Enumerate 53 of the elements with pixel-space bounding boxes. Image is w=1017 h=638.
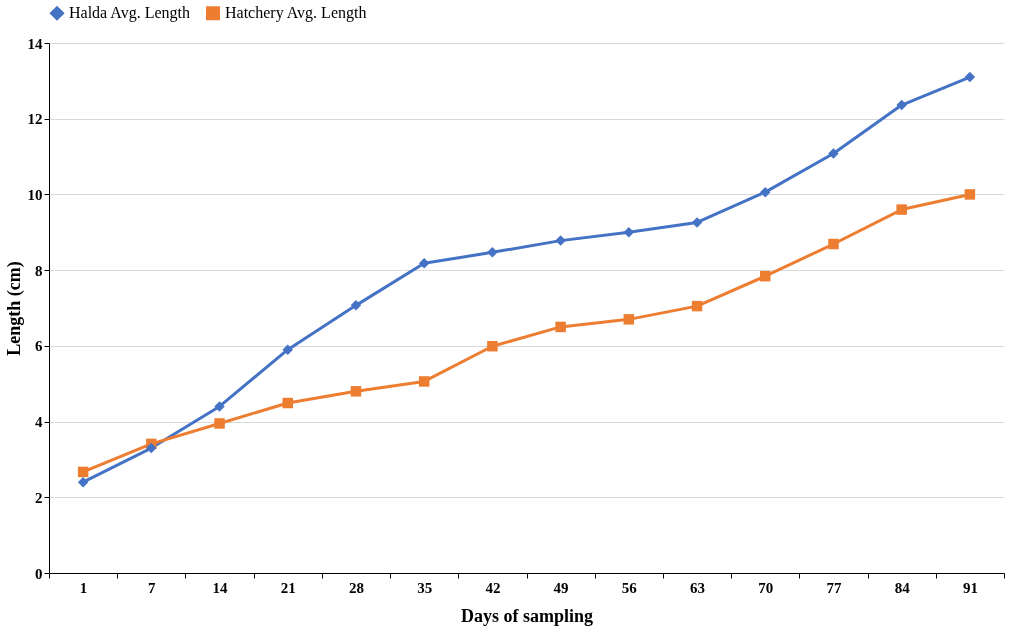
y-tick-label: 8 (35, 262, 43, 279)
point (760, 270, 771, 282)
point (350, 386, 362, 397)
x-tick-label: 49 (553, 579, 569, 596)
x-tick-label: 21 (280, 579, 296, 596)
x-tick-label: 77 (826, 579, 842, 596)
x-tick-label: 70 (758, 579, 774, 596)
point (77, 476, 89, 488)
y-tick-label: 2 (35, 489, 43, 506)
point (214, 418, 225, 429)
x-tick-label: 28 (348, 579, 364, 596)
point (555, 235, 566, 246)
point (691, 217, 703, 228)
point (623, 314, 635, 325)
point (487, 340, 498, 352)
point (418, 258, 430, 269)
y-axis-title: Length (cm) (3, 261, 25, 356)
x-tick-label: 84 (894, 579, 911, 596)
point (964, 71, 976, 83)
point (77, 466, 89, 478)
legend-label: Halda Avg. Length (69, 4, 191, 23)
x-tick-label: 63 (690, 579, 706, 596)
point (214, 401, 225, 412)
y-tick-label: 14 (27, 35, 43, 52)
legend-label: Hatchery Avg. Length (225, 4, 367, 23)
x-tick-label: 14 (212, 579, 229, 596)
point (146, 442, 157, 454)
y-tick-label: 4 (35, 414, 43, 431)
point (964, 189, 976, 200)
y-tick-label: 0 (35, 565, 43, 582)
x-tick-label: 91 (962, 579, 978, 596)
x-tick-label: 56 (621, 579, 638, 596)
x-tick-label: 7 (148, 579, 157, 596)
point (896, 204, 907, 215)
point (487, 247, 498, 258)
y-tick-label: 10 (27, 186, 43, 203)
point (350, 300, 362, 311)
y-tick-label: 12 (27, 111, 43, 128)
point (896, 99, 907, 111)
point (760, 186, 771, 198)
point (623, 227, 635, 238)
point (691, 300, 703, 312)
point (828, 148, 839, 159)
x-tick-label: 35 (417, 579, 433, 596)
x-axis-title: Days of sampling (460, 605, 594, 626)
point (555, 321, 566, 333)
point (418, 376, 430, 387)
x-tick-label: 42 (485, 579, 501, 596)
point (282, 344, 293, 355)
y-tick-label: 6 (35, 338, 43, 355)
point (282, 397, 293, 409)
point (828, 238, 839, 250)
x-tick-label: 1 (79, 579, 88, 596)
